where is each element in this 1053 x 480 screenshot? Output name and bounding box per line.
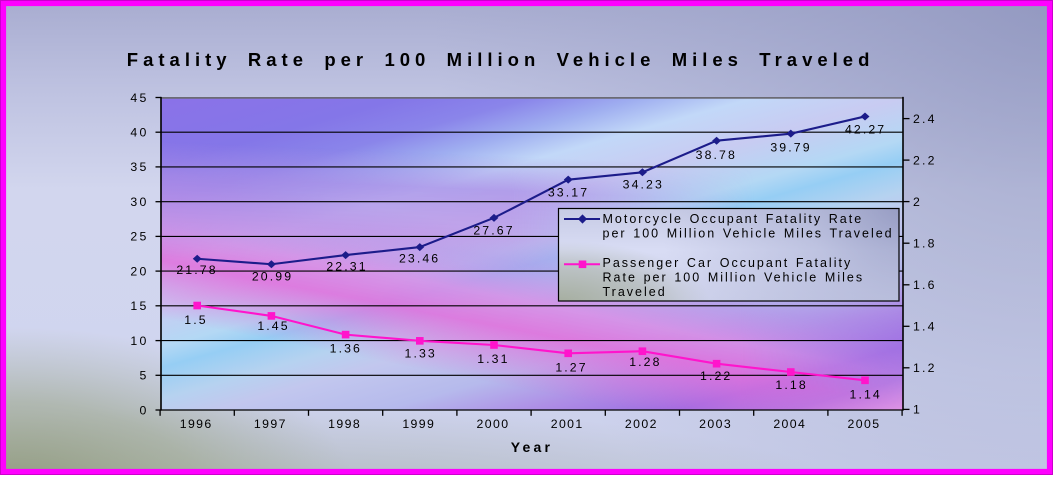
svg-text:33.17: 33.17	[548, 186, 589, 200]
svg-text:2002: 2002	[625, 417, 658, 431]
svg-text:1996: 1996	[180, 417, 213, 431]
svg-text:34.23: 34.23	[623, 178, 664, 192]
svg-text:15: 15	[130, 299, 148, 313]
svg-text:20: 20	[130, 264, 148, 278]
svg-text:1.27: 1.27	[555, 360, 587, 374]
svg-text:1.2: 1.2	[913, 361, 937, 375]
svg-text:1997: 1997	[254, 417, 287, 431]
svg-text:2004: 2004	[773, 417, 806, 431]
svg-text:2: 2	[913, 195, 922, 209]
svg-text:20.99: 20.99	[252, 270, 293, 284]
svg-text:0: 0	[139, 403, 148, 417]
svg-text:1.5: 1.5	[184, 313, 207, 327]
svg-text:1.14: 1.14	[850, 387, 882, 401]
svg-text:2005: 2005	[848, 417, 881, 431]
svg-text:30: 30	[130, 195, 148, 209]
svg-text:1.28: 1.28	[629, 355, 661, 369]
svg-text:40: 40	[130, 126, 148, 140]
svg-text:1998: 1998	[328, 417, 361, 431]
svg-text:2001: 2001	[551, 417, 584, 431]
svg-text:1999: 1999	[402, 417, 435, 431]
svg-text:2000: 2000	[477, 417, 510, 431]
svg-text:38.78: 38.78	[696, 148, 737, 162]
svg-text:21.78: 21.78	[176, 263, 217, 277]
svg-text:23.46: 23.46	[399, 252, 440, 266]
svg-text:Fatality Rate per 100 Million: Fatality Rate per 100 Million Vehicle Mi…	[127, 49, 875, 70]
svg-text:Rate per 100 Million Vehicle M: Rate per 100 Million Vehicle Miles	[603, 271, 865, 285]
svg-text:Traveled: Traveled	[603, 285, 667, 299]
svg-text:1.6: 1.6	[913, 278, 937, 292]
svg-text:1.4: 1.4	[913, 320, 937, 334]
svg-text:25: 25	[130, 230, 148, 244]
svg-text:42.27: 42.27	[845, 123, 886, 137]
svg-text:2003: 2003	[699, 417, 732, 431]
svg-text:5: 5	[139, 369, 148, 383]
svg-text:1.22: 1.22	[700, 369, 732, 383]
svg-text:1.31: 1.31	[477, 352, 509, 366]
svg-text:1.8: 1.8	[913, 237, 937, 251]
svg-text:1.36: 1.36	[330, 341, 362, 355]
svg-text:10: 10	[130, 334, 148, 348]
svg-text:27.67: 27.67	[473, 224, 514, 238]
svg-text:22.31: 22.31	[326, 259, 367, 273]
svg-text:1: 1	[913, 403, 922, 417]
svg-text:1.33: 1.33	[405, 346, 437, 360]
svg-text:Motorcycle Occupant Fatality R: Motorcycle Occupant Fatality Rate	[603, 212, 864, 226]
svg-text:1.18: 1.18	[775, 378, 807, 392]
svg-text:2.4: 2.4	[913, 112, 937, 126]
svg-text:per 100 Million Vehicle Miles: per 100 Million Vehicle Miles Traveled	[603, 227, 894, 241]
svg-text:35: 35	[130, 160, 148, 174]
svg-text:Year: Year	[511, 439, 553, 455]
svg-text:Passenger Car Occupant Fatalit: Passenger Car Occupant Fatality	[603, 256, 853, 270]
svg-text:2.2: 2.2	[913, 153, 937, 167]
svg-text:39.79: 39.79	[770, 140, 811, 154]
svg-text:45: 45	[130, 91, 148, 105]
svg-text:1.45: 1.45	[257, 319, 289, 333]
